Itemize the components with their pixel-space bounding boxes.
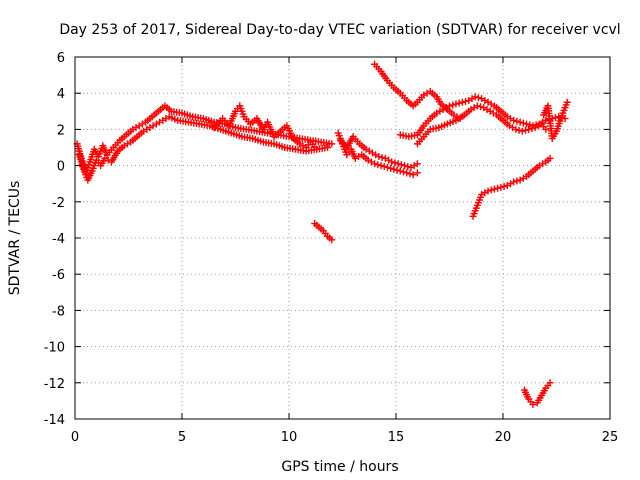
data-point	[528, 124, 536, 132]
data-point	[328, 236, 336, 244]
data-point	[409, 171, 417, 179]
data-point	[391, 159, 399, 167]
data-point	[546, 154, 554, 162]
x-tick-label: 5	[178, 430, 186, 445]
data-point	[563, 98, 571, 106]
data-point	[474, 94, 482, 102]
data-point	[525, 125, 533, 133]
data-point	[494, 184, 502, 192]
data-point	[380, 163, 388, 171]
x-axis-title: GPS time / hours	[281, 459, 398, 475]
x-tick-label: 20	[495, 430, 512, 445]
data-point	[490, 185, 498, 193]
data-point	[526, 121, 534, 129]
data-point	[404, 163, 412, 171]
data-point	[446, 102, 453, 110]
x-tick-label: 10	[281, 430, 298, 445]
data-point	[519, 119, 527, 127]
y-tick-label: -2	[52, 196, 65, 211]
chart-title: Day 253 of 2017, Sidereal Day-to-day VTE…	[59, 22, 620, 38]
x-tick-label: 15	[388, 430, 405, 445]
data-point	[455, 99, 463, 107]
y-axis-title: SDTVAR / TECUs	[7, 181, 23, 296]
data-point	[374, 161, 382, 169]
data-point	[510, 178, 518, 186]
y-tick-label: 0	[57, 160, 65, 175]
data-point	[487, 186, 495, 194]
data-point	[484, 187, 492, 195]
data-point	[521, 126, 529, 134]
data-point	[462, 97, 470, 105]
data-point	[458, 98, 466, 106]
data-point	[387, 164, 395, 172]
data-point	[401, 162, 409, 170]
data-point	[413, 160, 421, 168]
data-point	[518, 127, 526, 135]
data-point	[396, 167, 404, 175]
data-point	[375, 153, 383, 161]
data-point	[500, 182, 508, 190]
data-point	[313, 145, 321, 153]
data-point	[471, 93, 479, 101]
data-point	[551, 114, 559, 122]
data-point	[390, 165, 398, 173]
data-point	[397, 161, 405, 169]
data-point	[449, 101, 457, 109]
data-point	[477, 103, 485, 111]
data-points	[73, 60, 571, 409]
data-point	[393, 166, 401, 174]
data-point	[403, 169, 411, 177]
data-point	[399, 168, 407, 176]
data-point	[542, 125, 550, 133]
data-point	[388, 158, 396, 166]
data-point	[512, 125, 520, 133]
data-point	[510, 116, 518, 124]
data-point	[324, 144, 332, 151]
data-point	[452, 100, 460, 108]
y-tick-label: -10	[44, 341, 65, 356]
data-point	[497, 183, 505, 191]
data-point	[394, 160, 402, 168]
data-point	[383, 163, 391, 171]
data-point	[473, 102, 481, 110]
y-tick-label: 2	[57, 123, 65, 138]
data-point	[529, 401, 537, 409]
y-tick-label: -14	[44, 413, 65, 428]
y-tick-label: -8	[52, 304, 65, 319]
data-point	[413, 169, 421, 177]
data-point	[546, 379, 554, 387]
y-tick-label: -12	[44, 377, 65, 392]
data-point	[377, 162, 385, 170]
axis-ticks: 0 5 10 15 20 25 -14 -12 -10 -8 -6 -4 -2 0 2 4 6	[44, 51, 619, 445]
y-tick-label: 6	[57, 51, 65, 66]
data-point	[513, 177, 521, 185]
y-tick-label: -4	[52, 232, 65, 247]
data-point	[371, 160, 379, 168]
data-point	[406, 170, 414, 178]
data-point	[513, 117, 521, 125]
data-point	[516, 118, 524, 126]
data-point	[328, 140, 336, 148]
x-tick-label: 25	[602, 430, 619, 445]
data-point	[378, 153, 386, 161]
x-tick-label: 0	[71, 430, 79, 445]
data-point	[515, 126, 523, 134]
y-tick-label: 4	[57, 87, 65, 102]
y-tick-label: -6	[52, 268, 65, 283]
data-point	[523, 120, 531, 128]
